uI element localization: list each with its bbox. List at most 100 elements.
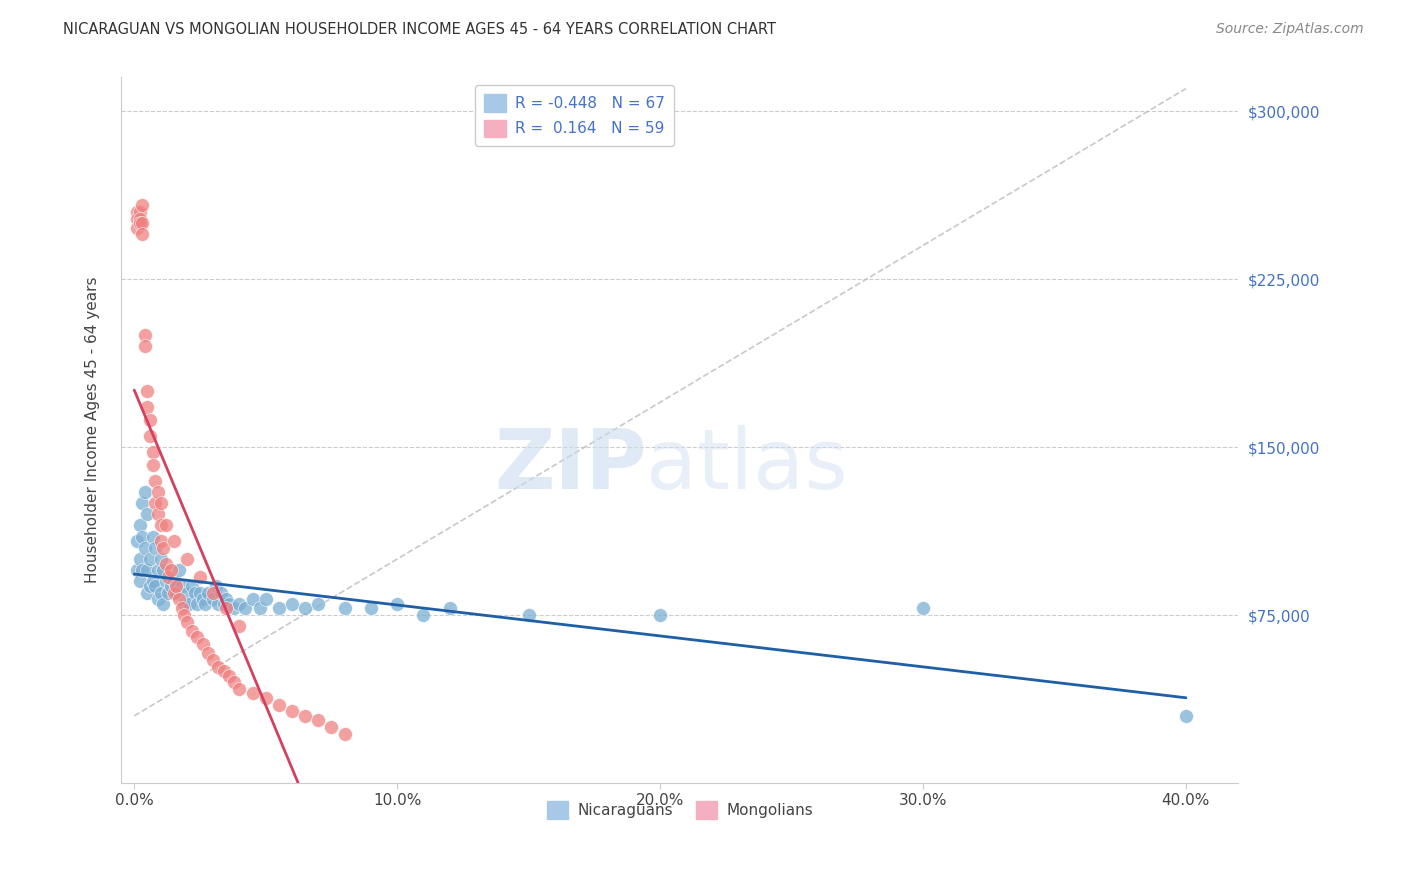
Point [188,585,211,599]
Point [228,681,250,696]
Point [412,608,434,623]
Point [212,664,235,678]
Point [134,541,156,555]
Point [181,579,204,593]
Point [224,675,246,690]
Point [125,211,148,226]
Point [179,597,201,611]
Point [143,541,166,555]
Point [191,592,214,607]
Point [136,384,159,398]
Point [134,484,156,499]
Point [149,518,172,533]
Point [149,534,172,549]
Text: Source: ZipAtlas.com: Source: ZipAtlas.com [1216,22,1364,37]
Point [163,574,186,589]
Point [218,668,240,682]
Point [131,496,153,510]
Point [128,574,150,589]
Point [136,400,159,414]
Point [307,714,329,728]
Point [128,216,150,230]
Point [131,227,153,242]
Legend: Nicaraguans, Mongolians: Nicaraguans, Mongolians [540,795,820,825]
Point [165,579,187,593]
Point [142,444,165,458]
Point [155,518,177,533]
Point [170,579,193,593]
Point [233,601,256,615]
Point [136,508,159,522]
Point [360,601,382,615]
Text: NICARAGUAN VS MONGOLIAN HOUSEHOLDER INCOME AGES 45 - 64 YEARS CORRELATION CHART: NICARAGUAN VS MONGOLIAN HOUSEHOLDER INCO… [63,22,776,37]
Point [194,597,217,611]
Point [181,624,204,638]
Point [254,592,277,607]
Point [215,592,238,607]
Point [146,563,169,577]
Point [170,601,193,615]
Point [157,570,180,584]
Point [131,530,153,544]
Point [307,597,329,611]
Point [136,585,159,599]
Point [267,601,290,615]
Point [155,574,177,589]
Point [321,720,343,734]
Point [1174,709,1197,723]
Point [209,585,232,599]
Point [648,608,671,623]
Point [202,592,225,607]
Point [167,563,190,577]
Point [224,601,246,615]
Point [149,585,172,599]
Point [186,631,208,645]
Point [294,601,316,615]
Point [197,585,219,599]
Point [125,204,148,219]
Point [517,608,540,623]
Point [139,552,162,566]
Point [128,552,150,566]
Point [149,496,172,510]
Point [152,541,174,555]
Point [167,592,190,607]
Point [125,563,148,577]
Point [131,198,153,212]
Point [125,220,148,235]
Point [242,592,264,607]
Point [281,597,304,611]
Point [134,339,156,353]
Point [128,211,150,226]
Point [249,601,271,615]
Point [163,534,186,549]
Point [131,216,153,230]
Point [125,534,148,549]
Point [188,570,211,584]
Point [242,686,264,700]
Point [163,585,186,599]
Point [146,592,169,607]
Point [149,552,172,566]
Point [439,601,461,615]
Point [207,597,229,611]
Point [139,579,162,593]
Y-axis label: Householder Income Ages 45 - 64 years: Householder Income Ages 45 - 64 years [86,277,100,583]
Point [218,597,240,611]
Point [136,563,159,577]
Point [911,601,934,615]
Point [173,597,195,611]
Point [202,585,225,599]
Text: atlas: atlas [647,425,848,506]
Point [143,579,166,593]
Point [139,413,162,427]
Point [207,659,229,673]
Point [212,597,235,611]
Point [254,690,277,705]
Point [152,563,174,577]
Point [267,698,290,712]
Point [155,557,177,571]
Point [146,508,169,522]
Text: ZIP: ZIP [494,425,647,506]
Point [186,597,208,611]
